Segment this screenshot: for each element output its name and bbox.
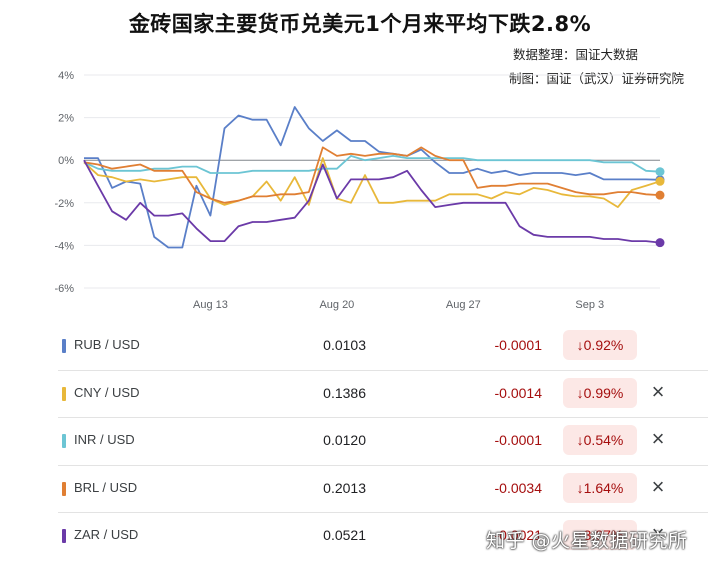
currency-table: RUB / USD 0.0103 -0.0001 ↓0.92% CNY / US… xyxy=(58,323,708,560)
y-axis: 4% 2% 0% -2% -4% -6% xyxy=(54,70,74,295)
table-row[interactable]: CNY / USD 0.1386 -0.0014 ↓0.99% × xyxy=(58,371,708,418)
chart-title: 金砖国家主要货币兑美元1个月来平均下跌2.8% xyxy=(128,12,592,36)
series-line xyxy=(83,157,661,208)
exchange-rate-value: 0.0120 xyxy=(323,432,366,448)
y-tick-label: -2% xyxy=(54,198,74,210)
series-line xyxy=(84,106,661,249)
currency-pair-label: ZAR / USD xyxy=(74,527,139,542)
y-tick-label: -6% xyxy=(54,283,74,295)
close-icon[interactable]: × xyxy=(651,378,665,404)
exchange-rate-value: 0.0103 xyxy=(323,337,366,353)
chart-grid xyxy=(84,74,660,289)
percent-change-badge: ↓0.99% xyxy=(563,377,637,408)
x-axis: Aug 13 Aug 20 Aug 27 Sep 3 xyxy=(193,299,604,311)
exchange-rate-value: 0.1386 xyxy=(323,384,366,401)
y-tick-label: -4% xyxy=(54,240,74,252)
series-color-swatch xyxy=(62,434,66,448)
exchange-rate-value: 0.0521 xyxy=(323,527,366,543)
table-row[interactable]: RUB / USD 0.0103 -0.0001 ↓0.92% xyxy=(58,323,708,371)
close-icon[interactable]: × xyxy=(651,473,665,499)
change-value: -0.0021 xyxy=(494,527,542,543)
y-tick-label: 0% xyxy=(58,155,74,167)
series-color-swatch xyxy=(62,481,66,496)
currency-pair-label: INR / USD xyxy=(74,432,135,447)
x-tick-label: Aug 13 xyxy=(193,299,228,311)
watermark: 知乎 @火星数据研究所 xyxy=(486,530,688,552)
x-tick-label: Aug 27 xyxy=(446,299,481,311)
change-value: -0.0001 xyxy=(494,337,542,353)
series-color-swatch xyxy=(62,529,66,543)
close-icon[interactable]: × xyxy=(651,521,665,546)
table-row[interactable]: INR / USD 0.0120 -0.0001 ↓0.54% × xyxy=(58,418,708,466)
series-line xyxy=(83,159,661,244)
close-icon[interactable]: × xyxy=(651,426,665,451)
percent-change-badge: ↓1.64% xyxy=(563,472,637,503)
currency-pair-label: RUB / USD xyxy=(74,337,140,352)
currency-pair-label: CNY / USD xyxy=(74,384,140,400)
series-endpoint-dot xyxy=(655,238,665,248)
series-endpoint-dot xyxy=(655,190,665,200)
series-endpoint-dot xyxy=(655,176,665,186)
data-source-note: 数据整理：国证大数据 xyxy=(512,47,638,62)
x-tick-label: Aug 20 xyxy=(319,299,354,311)
percent-change-badge: ↓3.87% xyxy=(563,520,637,550)
change-value: -0.0001 xyxy=(494,432,542,448)
table-row[interactable]: BRL / USD 0.2013 -0.0034 ↓1.64% × xyxy=(58,466,708,513)
series-endpoints xyxy=(655,167,665,248)
series-line xyxy=(83,146,661,204)
currency-line-chart: 4% 2% 0% -2% -4% -6% Aug 13 Aug 20 Aug 27 Sep 3 xyxy=(54,70,665,311)
x-tick-label: Sep 3 xyxy=(575,299,604,311)
change-value: -0.0014 xyxy=(494,384,542,401)
series-endpoint-dot xyxy=(655,167,665,177)
currency-pair-label: BRL / USD xyxy=(74,479,138,495)
table-row[interactable]: ZAR / USD 0.0521 -0.0021 ↓3.87% × xyxy=(58,513,708,560)
series-line xyxy=(83,155,661,174)
percent-change-badge: ↓0.54% xyxy=(563,425,637,455)
series-color-swatch xyxy=(62,339,66,353)
y-tick-label: 4% xyxy=(58,70,74,82)
series-lines xyxy=(83,106,661,249)
exchange-rate-value: 0.2013 xyxy=(323,479,366,496)
change-value: -0.0034 xyxy=(494,479,542,496)
series-color-swatch xyxy=(62,386,66,401)
percent-change-badge: ↓0.92% xyxy=(563,330,637,360)
y-tick-label: 2% xyxy=(58,113,74,125)
